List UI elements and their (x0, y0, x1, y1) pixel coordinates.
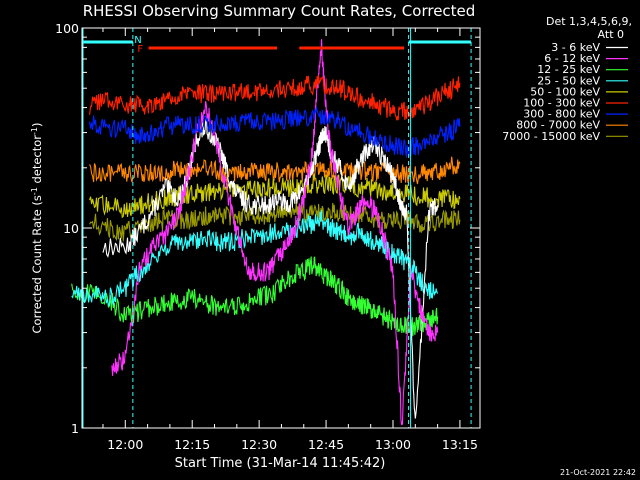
legend-label-100-300-kev: 100 - 300 keV (523, 97, 600, 110)
legend-header-line-1: Det 1,3,4,5,6,9, (546, 15, 632, 28)
night-marker-label: N (134, 35, 141, 46)
footer-timestamp: 21-Oct-2021 22:42 (560, 468, 636, 477)
y-axis-label-sup1: -1 (30, 187, 39, 195)
x-tick-label: 12:00 (107, 437, 143, 452)
series-line-6-12-kev (111, 39, 439, 426)
legend-label-300-800-kev: 300 - 800 keV (523, 108, 600, 121)
y-axis-label: Corrected Count Rate (s-1 detector-1) (30, 122, 44, 333)
x-tick-label: 13:15 (442, 437, 478, 452)
legend-label-6-12-kev: 6 - 12 keV (544, 52, 600, 65)
y-axis-label-sup2: -1 (30, 127, 39, 135)
legend-label-800-7000-kev: 800 - 7000 keV (516, 119, 600, 132)
series-line-7000-15000-kev (89, 202, 461, 242)
y-tick-label: 10 (63, 221, 79, 236)
x-tick-label: 12:30 (241, 437, 277, 452)
y-axis-label-mid: detector (30, 135, 44, 187)
y-axis-label-end: ) (30, 122, 44, 127)
x-axis-label: Start Time (31-Mar-14 11:45:42) (175, 456, 386, 471)
chart-title: RHESSI Observing Summary Count Rates, Co… (83, 2, 476, 20)
legend-header-line-2: Att 0 (598, 28, 624, 41)
legend-label-3-6-kev: 3 - 6 keV (551, 41, 600, 54)
legend-label-7000-15000-kev: 7000 - 15000 keV (502, 130, 600, 143)
legend-label-25-50-kev: 25 - 50 keV (537, 74, 600, 87)
y-axis-label-main: Corrected Count Rate (s (30, 195, 44, 333)
annotation-layer: NF (82, 28, 472, 428)
series-line-800-7000-kev (89, 156, 461, 185)
series-line-300-800-kev (89, 106, 461, 158)
x-tick-label: 12:45 (308, 437, 344, 452)
y-tick-label: 100 (55, 21, 79, 36)
series-layer (71, 39, 461, 426)
axes-layer: 12:00 12:15 12:30 12:45 13:00 13:15 1 10 100 (55, 21, 481, 452)
series-line-100-300-kev (89, 75, 461, 121)
x-tick-label: 13:00 (375, 437, 411, 452)
series-line-3-6-kev (102, 117, 439, 419)
x-tick-label: 12:15 (174, 437, 210, 452)
series-line-12-25-kev (71, 256, 439, 337)
legend-label-12-25-kev: 12 - 25 keV (537, 63, 600, 76)
y-tick-label: 1 (71, 421, 79, 436)
flare-marker-label: F (137, 44, 143, 55)
legend-label-50-100-kev: 50 - 100 keV (530, 85, 600, 98)
